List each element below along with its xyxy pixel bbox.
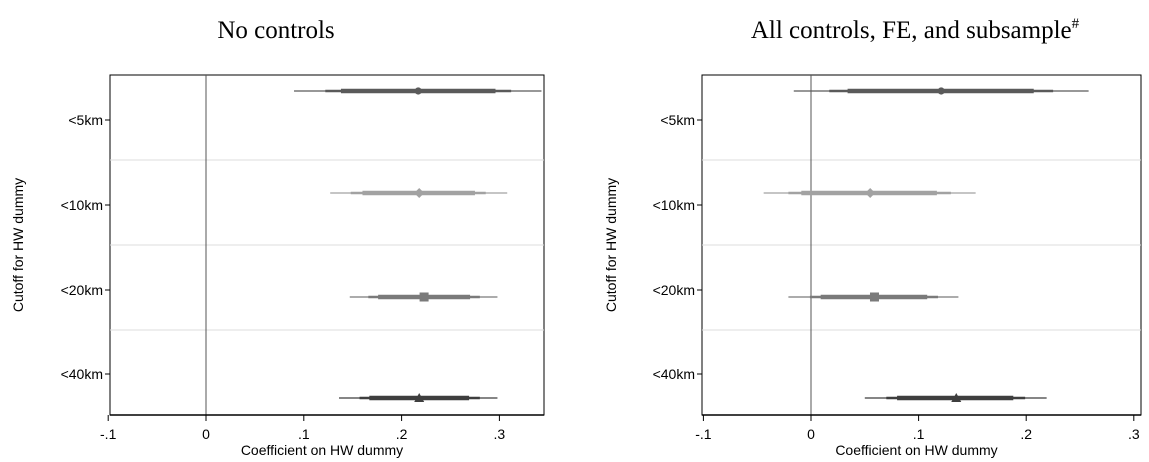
panel-title-main: No controls xyxy=(217,17,334,44)
y-category-label: <5km xyxy=(660,112,695,128)
y-category-label: <40km xyxy=(61,366,103,382)
x-tick-label: .3 xyxy=(494,426,506,442)
point-estimate-marker xyxy=(865,188,876,198)
y-category-label: <10km xyxy=(61,197,103,213)
panel-title: All controls, FE, and subsample# xyxy=(751,16,1080,44)
x-tick-label: .2 xyxy=(396,426,408,442)
point-estimate-marker xyxy=(951,393,962,402)
left-panel-no-controls: No controls -.1 0 .1 .2 .3 Coefficient on HW d… xyxy=(10,17,545,458)
y-axis-label: Cutoff for HW dummy xyxy=(603,178,619,312)
x-tick-label: -.1 xyxy=(695,426,712,442)
point-estimate-marker xyxy=(937,87,945,95)
x-tick-label: 0 xyxy=(202,426,210,442)
point-estimate-marker xyxy=(869,292,879,302)
point-estimate-marker xyxy=(414,188,425,198)
point-estimate-marker xyxy=(419,292,429,302)
x-tick-label: .1 xyxy=(913,426,925,442)
y-category-label: <20km xyxy=(653,282,695,298)
y-category-label: <40km xyxy=(653,366,695,382)
x-axis-label: Coefficient on HW dummy xyxy=(835,442,997,458)
x-axis-label: Coefficient on HW dummy xyxy=(241,442,403,458)
x-tick-label: -.1 xyxy=(100,426,117,442)
y-axis-label: Cutoff for HW dummy xyxy=(10,178,26,312)
y-category-label: <10km xyxy=(653,197,695,213)
x-tick-label: .2 xyxy=(1020,426,1032,442)
x-tick-label: .1 xyxy=(298,426,310,442)
x-tick-label: 0 xyxy=(807,426,815,442)
panel-title-superscript: # xyxy=(1072,16,1080,32)
point-estimate-marker xyxy=(414,393,425,402)
y-category-label: <5km xyxy=(68,112,103,128)
x-tick-label: .3 xyxy=(1128,426,1140,442)
point-estimate-marker xyxy=(414,87,422,95)
panel-title-main: All controls, FE, and subsample xyxy=(751,17,1072,44)
panel-title: No controls xyxy=(217,17,334,44)
y-category-label: <20km xyxy=(61,282,103,298)
right-panel-all-controls: All controls, FE, and subsample# -.1 0 .1 .2… xyxy=(603,16,1142,458)
